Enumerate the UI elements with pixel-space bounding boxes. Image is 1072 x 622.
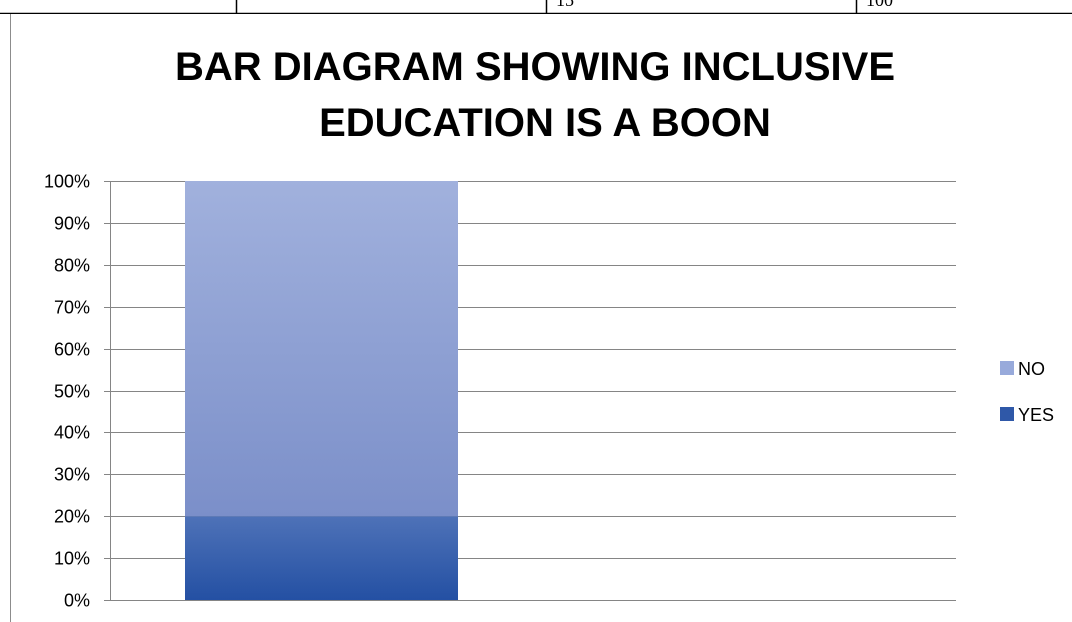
legend-swatch-no bbox=[1000, 361, 1014, 375]
legend-swatch-yes bbox=[1000, 407, 1014, 421]
chart-title-line-1: BAR DIAGRAM SHOWING INCLUSIVE bbox=[175, 45, 895, 89]
y-tick-label: 60% bbox=[54, 340, 90, 360]
y-tick-label: 50% bbox=[54, 382, 90, 402]
y-tick-label: 100% bbox=[44, 172, 90, 192]
axes bbox=[110, 181, 956, 601]
bar-segment-no bbox=[185, 181, 458, 517]
table-cell: 15 bbox=[556, 0, 574, 10]
bars bbox=[185, 181, 458, 600]
table-borders bbox=[0, 0, 1072, 14]
chart-left-border bbox=[10, 14, 11, 622]
table-cell: 100 bbox=[866, 0, 893, 10]
bar-segment-yes bbox=[185, 516, 458, 600]
y-tick-label: 30% bbox=[54, 465, 90, 485]
legend-label-no: NO bbox=[1018, 359, 1045, 379]
y-tick-label: 70% bbox=[54, 298, 90, 318]
table-fragment: 15 100 bbox=[0, 0, 1072, 14]
y-tick-label: 40% bbox=[54, 423, 90, 443]
y-tick-label: 80% bbox=[54, 256, 90, 276]
y-axis-ticks: 0% 10% 20% 30% 40% 50% 60% 70% 80% 90% 100% bbox=[44, 172, 90, 611]
y-tick-label: 20% bbox=[54, 507, 90, 527]
legend-label-yes: YES bbox=[1018, 405, 1054, 425]
y-tick-label: 90% bbox=[54, 214, 90, 234]
legend: NO YES bbox=[1000, 359, 1054, 425]
chart-title-line-2: EDUCATION IS A BOON bbox=[319, 101, 771, 145]
y-tick-label: 10% bbox=[54, 549, 90, 569]
y-tick-label: 0% bbox=[64, 591, 90, 611]
